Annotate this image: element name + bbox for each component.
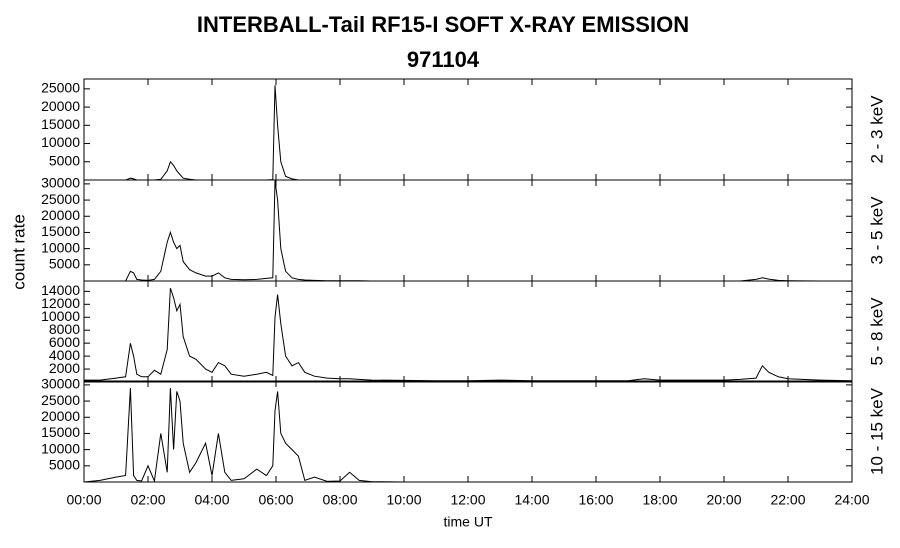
x-tick-label: 10:00 (386, 492, 421, 508)
y-tick-label: 6000 (49, 334, 80, 350)
y-tick-label: 25000 (41, 80, 80, 96)
y-tick-label: 20000 (41, 408, 80, 424)
y-tick-label: 10000 (41, 239, 80, 255)
panel-frame (83, 78, 853, 181)
chart-subtitle: 971104 (407, 47, 480, 72)
y-tick-label: 30000 (41, 175, 80, 191)
data-line (84, 287, 853, 382)
x-tick-label: 02:00 (130, 492, 165, 508)
y-tick-label: 14000 (41, 282, 80, 298)
panel-frame (83, 280, 853, 383)
y-tick-label: 10000 (41, 440, 80, 456)
x-axis-label: time UT (444, 514, 493, 530)
y-tick-label: 4000 (49, 347, 80, 363)
y-tick-label: 30000 (41, 376, 80, 392)
panel-frame (83, 380, 853, 483)
y-tick-label: 20000 (41, 207, 80, 223)
y-tick-label: 5000 (49, 256, 80, 272)
y-tick-label: 2000 (49, 360, 80, 376)
data-line (83, 388, 852, 483)
x-tick-label: 18:00 (642, 492, 677, 508)
x-tick-label: 20:00 (706, 492, 741, 508)
data-line (84, 85, 852, 181)
x-tick-label: 08:00 (322, 492, 357, 508)
x-tick-label: 22:00 (770, 492, 805, 508)
panel-label: 3 - 5 keV (867, 196, 886, 265)
y-tick-label: 15000 (41, 424, 80, 440)
panel-label: 2 - 3 keV (867, 95, 886, 164)
y-tick-label: 5000 (49, 152, 80, 168)
x-tick-label: 24:00 (834, 492, 869, 508)
y-tick-label: 15000 (41, 116, 80, 132)
y-tick-label: 20000 (41, 98, 80, 114)
y-tick-label: 5000 (49, 457, 80, 473)
y-tick-label: 10000 (41, 134, 80, 150)
y-axis-label: count rate (9, 214, 28, 290)
x-tick-label: 14:00 (514, 492, 549, 508)
y-tick-label: 25000 (41, 392, 80, 408)
y-tick-label: 15000 (41, 223, 80, 239)
y-tick-label: 10000 (41, 308, 80, 324)
panel-label: 5 - 8 keV (867, 297, 886, 366)
chart-title: INTERBALL-Tail RF15-I SOFT X-RAY EMISSIO… (197, 12, 689, 37)
x-tick-label: 04:00 (194, 492, 229, 508)
x-tick-label: 16:00 (578, 492, 613, 508)
y-tick-label: 8000 (49, 321, 80, 337)
panel-frame (83, 179, 853, 282)
data-line (84, 180, 852, 282)
x-tick-label: 06:00 (258, 492, 293, 508)
y-tick-label: 12000 (41, 295, 80, 311)
x-tick-label: 12:00 (450, 492, 485, 508)
panel-label: 10 - 15 keV (867, 387, 886, 475)
x-tick-label: 00:00 (66, 492, 101, 508)
y-tick-label: 25000 (41, 191, 80, 207)
